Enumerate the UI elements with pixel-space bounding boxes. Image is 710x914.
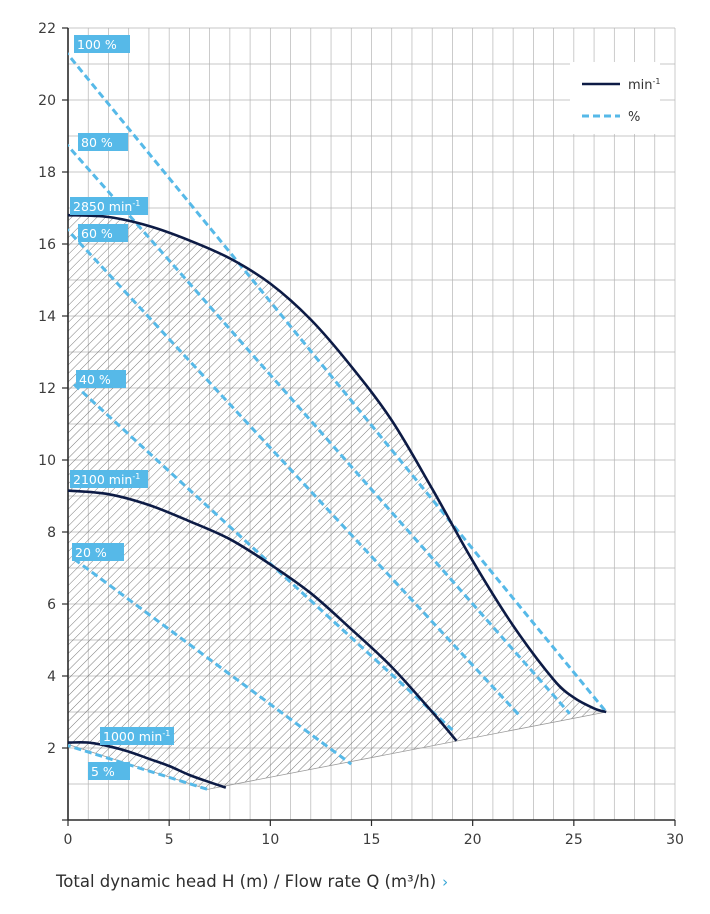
x-tick-label: 10 bbox=[261, 832, 279, 848]
percent-curve-label-box bbox=[72, 543, 124, 561]
x-tick-label: 15 bbox=[363, 832, 381, 848]
y-tick-label: 14 bbox=[38, 309, 56, 325]
percent-curve-label: 60 % bbox=[81, 226, 113, 241]
legend-box bbox=[570, 62, 660, 134]
percent-curve-label-box bbox=[88, 762, 130, 780]
x-axis-title: Total dynamic head H (m) / Flow rate Q (… bbox=[56, 872, 448, 891]
speed-curve bbox=[67, 489, 458, 742]
legend-label-speed: min-1 bbox=[628, 77, 661, 93]
speed-curve-label-box bbox=[70, 197, 148, 215]
y-tick-label: 22 bbox=[38, 21, 56, 37]
y-tick-label: 8 bbox=[47, 525, 56, 541]
speed-curve-label: 2850 min-1 bbox=[73, 199, 140, 214]
y-tick-label: 16 bbox=[38, 237, 56, 253]
percent-curve-label: 5 % bbox=[91, 764, 115, 779]
speed-curve-label-box bbox=[100, 727, 174, 745]
speed-curve-label: 1000 min-1 bbox=[103, 729, 170, 744]
axes bbox=[62, 27, 676, 826]
speed-curves bbox=[67, 213, 607, 789]
percent-curve-label-box bbox=[78, 133, 128, 151]
percent-line bbox=[73, 557, 353, 766]
percent-curve-label: 40 % bbox=[79, 372, 111, 387]
percent-curve-label: 80 % bbox=[81, 135, 113, 150]
speed-curve bbox=[67, 213, 607, 714]
speed-curve bbox=[67, 741, 227, 789]
percent-curves bbox=[68, 52, 608, 791]
legend-label-percent: % bbox=[628, 110, 640, 125]
x-tick-label: 5 bbox=[165, 832, 174, 848]
percent-line bbox=[68, 744, 209, 791]
percent-curve-label: 100 % bbox=[77, 37, 117, 52]
x-tick-label: 0 bbox=[64, 832, 73, 848]
operating-range-hatch bbox=[67, 214, 607, 790]
y-tick-label: 18 bbox=[38, 165, 56, 181]
percent-curve-label-box bbox=[78, 224, 128, 242]
x-tick-label: 25 bbox=[565, 832, 583, 848]
x-axis-title-text: Total dynamic head H (m) / Flow rate Q (… bbox=[56, 872, 437, 891]
tick-labels: 0 5 10 15 20 25 30 2 4 6 8 10 12 14 16 18 20 22 bbox=[38, 21, 684, 848]
chevron-right-icon[interactable]: › bbox=[442, 873, 449, 891]
percent-curve-label-box bbox=[76, 370, 126, 388]
y-tick-label: 10 bbox=[38, 453, 56, 469]
percent-curve-label-box bbox=[74, 35, 130, 53]
y-tick-label: 20 bbox=[38, 93, 56, 109]
percent-line bbox=[68, 228, 523, 719]
percent-curve-label: 20 % bbox=[75, 545, 107, 560]
y-tick-label: 4 bbox=[47, 669, 56, 685]
x-tick-label: 20 bbox=[464, 832, 482, 848]
y-tick-label: 6 bbox=[47, 597, 56, 613]
speed-curve-label: 2100 min-1 bbox=[73, 472, 140, 487]
percent-line bbox=[68, 143, 571, 715]
curve-labels: 2850 min-1 2100 min-1 1000 min-1 100 % 80 % 6… bbox=[70, 35, 174, 780]
y-tick-label: 2 bbox=[47, 741, 56, 757]
x-tick-label: 30 bbox=[666, 832, 684, 848]
y-tick-label: 12 bbox=[38, 381, 56, 397]
legend: min-1% bbox=[570, 62, 661, 134]
percent-line bbox=[73, 383, 454, 732]
speed-curve-label-box bbox=[70, 470, 148, 488]
